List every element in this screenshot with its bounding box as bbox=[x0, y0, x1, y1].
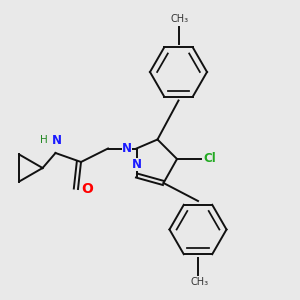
Text: O: O bbox=[81, 182, 93, 196]
Text: CH₃: CH₃ bbox=[171, 14, 189, 25]
Text: N: N bbox=[122, 142, 132, 155]
Text: CH₃: CH₃ bbox=[190, 277, 208, 287]
Text: N: N bbox=[131, 158, 142, 171]
Text: N: N bbox=[52, 134, 62, 147]
Text: Cl: Cl bbox=[204, 152, 216, 166]
Text: H: H bbox=[40, 135, 48, 146]
